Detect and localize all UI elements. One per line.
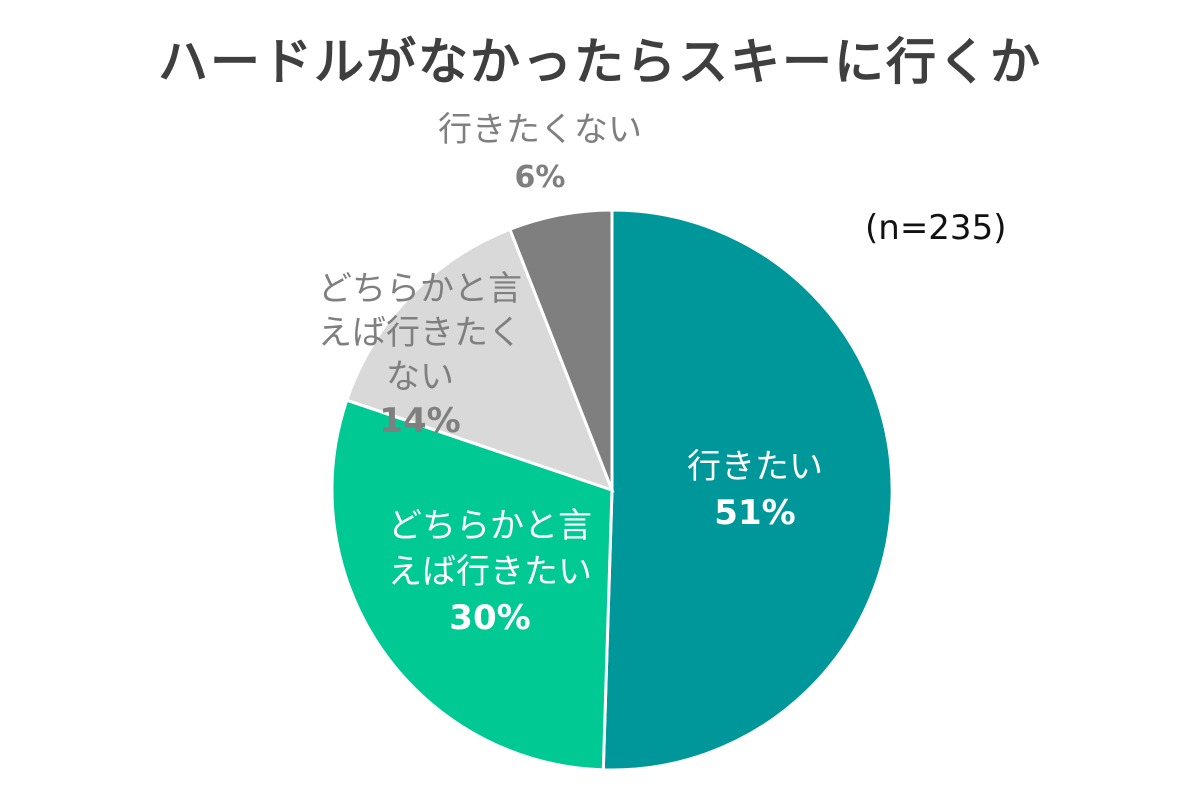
slice-label-4: 行きたくない 6% (438, 110, 642, 195)
slice-label-1: 行きたい 51% (687, 447, 823, 533)
slice-1-value-label: 51% (714, 493, 795, 533)
chart-title: ハードルがなかったらスキーに行くか (158, 33, 1042, 91)
slice-1-category-label: 行きたい (687, 447, 823, 487)
slice-2-category-label: どちらかと言 (388, 506, 592, 546)
slice-4-value-label: 6% (515, 160, 566, 195)
sample-size-note: (n=235) (865, 208, 1007, 248)
slice-3-value-label: 14% (379, 401, 460, 441)
pie-labels: 行きたい51%どちらかと言えば行きたい30%どちらかと言えば行きたくない14%行… (318, 110, 823, 638)
slice-2-category-label: えば行きたい (388, 552, 592, 592)
slice-2-value-label: 30% (449, 598, 530, 638)
slice-3-category-label: どちらかと言 (318, 269, 522, 309)
pie-slices (330, 208, 894, 772)
pie-slice-1 (601, 208, 894, 772)
pie-slice-2 (330, 398, 614, 772)
slice-3-category-label: えば行きたく (318, 313, 522, 353)
slice-4-category-label: 行きたくない (438, 110, 642, 150)
slice-3-category-label: ない (386, 357, 454, 397)
pie-slice-4 (507, 208, 614, 491)
pie-slice-3 (344, 227, 615, 493)
